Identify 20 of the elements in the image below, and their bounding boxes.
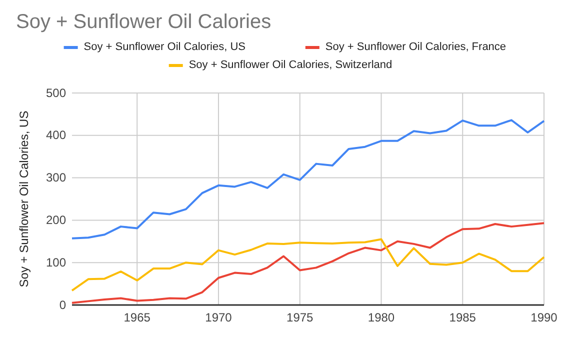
y-tick-label: 100: [46, 255, 66, 270]
x-tick-label: 1975: [286, 310, 314, 325]
legend-label: Soy + Sunflower Oil Calories, US: [84, 41, 246, 53]
line-series: [71, 238, 545, 292]
legend-label: Soy + Sunflower Oil Calories, Switzerland: [188, 59, 392, 71]
x-tick-label: 1970: [205, 310, 232, 325]
chart-title: Soy + Sunflower Oil Calories: [16, 11, 272, 33]
line-series: [71, 119, 545, 240]
y-axis-title: Soy + Sunflower Oil Calories, US: [17, 110, 31, 288]
y-tick-label: 200: [46, 213, 66, 228]
y-tick-label: 400: [46, 128, 66, 142]
line-series: [71, 222, 545, 304]
y-tick-label: 300: [46, 170, 66, 185]
x-tick-label: 1990: [530, 310, 558, 325]
legend-label: Soy + Sunflower Oil Calories, France: [325, 41, 506, 53]
y-tick-label: 500: [46, 86, 66, 100]
x-tick-label: 1985: [449, 310, 476, 325]
y-tick-label: 0: [59, 298, 66, 312]
x-tick-label: 1980: [368, 310, 395, 325]
x-tick-label: 1965: [124, 310, 151, 325]
